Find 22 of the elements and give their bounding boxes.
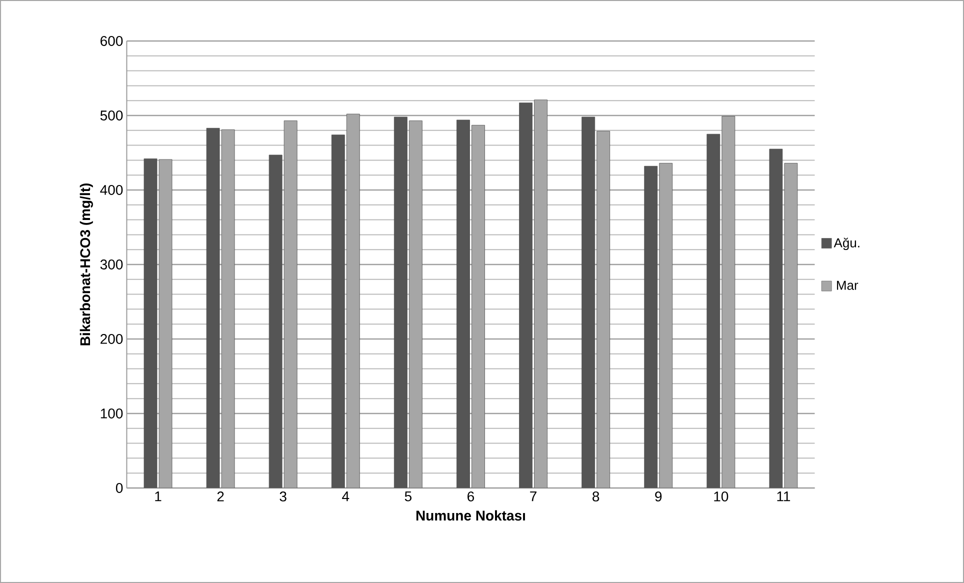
x-axis-title: Numune Noktası [416,510,525,521]
x-tick-label: 2 [217,492,224,502]
x-tick-label: 8 [592,492,600,502]
x-tick-label: 5 [404,492,412,502]
y-tick-label: 300 [100,260,123,270]
y-tick-label: 600 [100,36,123,46]
y-tick-label: 200 [100,334,123,344]
x-tick-label: 11 [777,492,790,502]
y-tick-label: 400 [100,185,123,195]
y-axis-title: Bikarbonat-HCO3 (mg/lt) [80,184,93,346]
x-tick-label: 7 [530,492,536,502]
x-tick-label: 6 [468,492,474,502]
y-tick-label: 100 [100,408,123,418]
x-tick-label: 10 [714,492,728,502]
legend-label: Mar [837,280,858,290]
x-tick-label: 9 [655,492,662,502]
x-tick-label: 3 [280,492,286,502]
legend-label: Ağu. [834,238,860,250]
y-tick-label: 500 [100,110,123,120]
x-tick-label: 4 [342,492,350,502]
y-tick-label: 0 [116,483,123,493]
x-tick-label: 1 [155,492,162,502]
